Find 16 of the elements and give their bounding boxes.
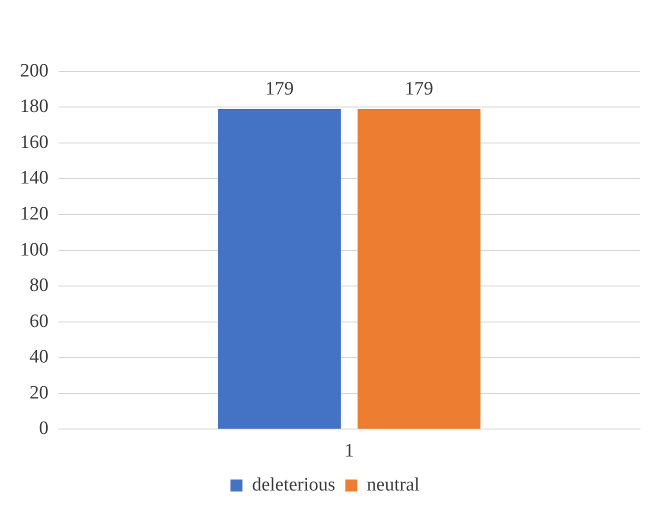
legend-label: deleterious [252, 474, 336, 496]
y-tick-label: 120 [20, 204, 48, 225]
y-tick-label: 180 [20, 96, 48, 118]
x-tick-label: 1 [344, 440, 354, 462]
data-label: 179 [404, 78, 434, 100]
y-tick-label: 0 [39, 418, 48, 440]
data-label: 179 [265, 78, 294, 100]
y-tick-label: 140 [20, 168, 48, 189]
y-tick-label: 100 [20, 239, 48, 260]
y-tick-label: 60 [30, 310, 48, 332]
legend-label: neutral [366, 474, 420, 496]
y-tick-label: 200 [20, 60, 48, 82]
y-tick-label: 40 [30, 346, 48, 368]
y-tick-label: 80 [30, 275, 48, 296]
y-tick-label: 160 [20, 132, 48, 153]
y-tick-label: 20 [30, 382, 48, 404]
